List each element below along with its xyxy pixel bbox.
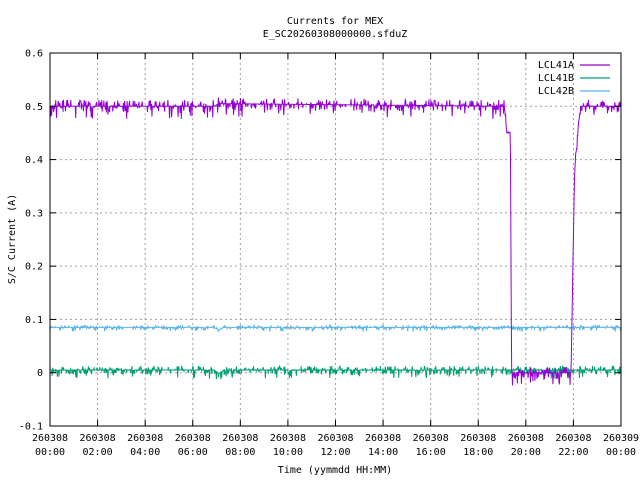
x-tick-label-date: 260308 — [413, 433, 449, 444]
x-tick-label-time: 04:00 — [130, 447, 160, 458]
x-tick-label-time: 02:00 — [83, 447, 113, 458]
y-tick-label: 0.4 — [25, 155, 43, 166]
y-tick-label: 0.1 — [25, 315, 43, 326]
y-axis-label: S/C Current (A) — [7, 194, 18, 284]
legend-label-lcl41b: LCL41B — [538, 73, 574, 84]
legend: LCL41A LCL41B LCL42B — [538, 60, 610, 97]
x-tick-label-date: 260308 — [270, 433, 306, 444]
x-tick-label-date: 260308 — [175, 433, 211, 444]
x-tick-label-time: 14:00 — [368, 447, 398, 458]
y-tick-label: 0.2 — [25, 262, 43, 273]
x-axis-label: Time (yymmdd HH:MM) — [278, 465, 392, 476]
x-tick-label-time: 20:00 — [511, 447, 541, 458]
x-tick-label-time: 00:00 — [35, 447, 65, 458]
x-tick-label-time: 08:00 — [225, 447, 255, 458]
x-tick-label-date: 260308 — [32, 433, 68, 444]
y-tick-label: 0.6 — [25, 49, 43, 60]
legend-label-lcl42b: LCL42B — [538, 86, 574, 97]
x-tick-label-time: 18:00 — [463, 447, 493, 458]
x-tick-label-date: 260308 — [365, 433, 401, 444]
x-tick-label-date: 260308 — [508, 433, 544, 444]
x-tick-label-time: 10:00 — [273, 447, 303, 458]
series-line-lcl41a — [49, 97, 622, 386]
x-tick-label-date: 260308 — [555, 433, 591, 444]
x-tick-label-date: 260308 — [80, 433, 116, 444]
legend-label-lcl41a: LCL41A — [538, 60, 574, 71]
x-tick-label-date: 260308 — [127, 433, 163, 444]
series-line-lcl41b — [49, 364, 622, 380]
x-tick-label-date: 260308 — [222, 433, 258, 444]
series-layer — [49, 97, 622, 386]
x-tick-label-time: 16:00 — [416, 447, 446, 458]
x-tick-label-time: 00:00 — [606, 447, 636, 458]
chart-title: Currents for MEX — [287, 16, 383, 27]
x-tick-label-time: 12:00 — [320, 447, 350, 458]
chart-subtitle: E_SC20260308000000.sfduZ — [263, 29, 408, 40]
y-tick-label: -0.1 — [19, 422, 43, 433]
y-tick-label: 0 — [37, 368, 43, 379]
x-tick-label-date: 260308 — [460, 433, 496, 444]
y-tick-label: 0.5 — [25, 102, 43, 113]
series-line-lcl42b — [49, 323, 622, 333]
axis-ticks: -0.1 0 0.1 0.2 0.3 0.4 0.5 0.6 260308 00:00 260308… — [19, 49, 639, 459]
x-tick-label-date: 260309 — [603, 433, 639, 444]
x-tick-label-date: 260308 — [317, 433, 353, 444]
y-tick-label: 0.3 — [25, 208, 43, 219]
x-tick-label-time: 06:00 — [178, 447, 208, 458]
x-tick-label-time: 22:00 — [558, 447, 588, 458]
